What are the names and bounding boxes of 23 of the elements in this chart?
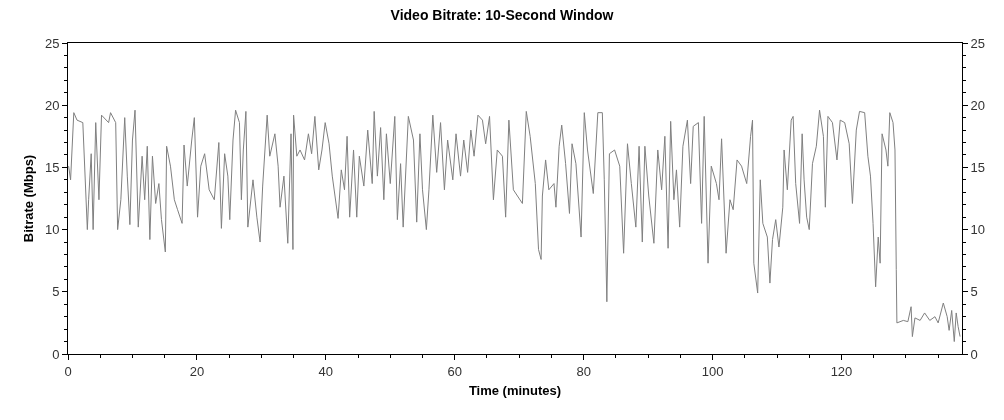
x-tick-label: 20: [189, 363, 205, 379]
line-series: [68, 109, 961, 343]
y2-tick-label: 15: [970, 159, 986, 175]
y2-tick-label: 5: [970, 284, 978, 300]
x-tick-label: 60: [447, 363, 462, 379]
x-tick-label: 80: [576, 363, 591, 379]
chart-title: Video Bitrate: 10-Second Window: [390, 7, 614, 24]
x-tick-label: 40: [318, 363, 334, 379]
x-tick-label: 120: [830, 363, 853, 379]
y2-tick-label: 10: [970, 222, 986, 238]
y-tick-label: 0: [52, 346, 60, 362]
y-tick-label: 5: [52, 284, 60, 300]
y-tick-label: 10: [44, 222, 60, 238]
y-tick-label: 20: [44, 97, 60, 113]
y-tick-label: 15: [44, 159, 60, 175]
x-tick-label: 100: [701, 363, 724, 379]
y2-tick-label: 20: [970, 97, 986, 113]
x-axis-title: Time (minutes): [468, 383, 562, 399]
y-axis-title: Bitrate (Mbps): [20, 154, 36, 243]
y2-tick-label: 0: [970, 346, 978, 362]
y-tick-label: 25: [44, 35, 60, 51]
y2-tick-label: 25: [970, 35, 986, 51]
x-tick-label: 0: [64, 363, 72, 379]
